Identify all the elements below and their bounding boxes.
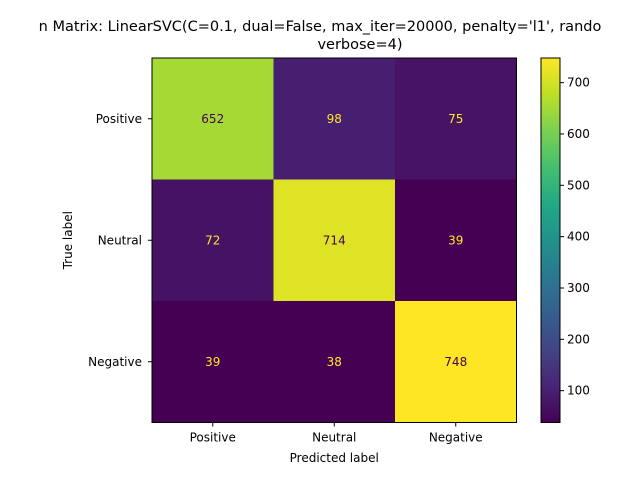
cell-value-1-0: 72	[205, 233, 220, 247]
y-axis-label: True label	[61, 211, 75, 270]
y-tick-label-0: Positive	[96, 112, 142, 126]
chart-title-line-2: verbose=4)	[317, 37, 402, 53]
heatmap-cell-0-2	[395, 58, 517, 180]
cell-value-1-1: 714	[323, 233, 346, 247]
chart-title-line-1: n Matrix: LinearSVC(C=0.1, dual=False, m…	[39, 19, 602, 35]
heatmap-cell-1-2	[395, 179, 517, 302]
x-tick-label-0: Positive	[190, 431, 236, 445]
colorbar-ticks: 100 200 300 400 500 600 700	[560, 76, 590, 398]
x-axis-ticks: Positive Neutral Negative	[190, 422, 483, 445]
cell-value-labels: 652 98 75 72 714 39 39 38 748	[201, 112, 467, 369]
x-axis-label: Predicted label	[290, 451, 379, 465]
colorbar-tick-label-4: 500	[567, 178, 590, 192]
colorbar-tick-label-6: 700	[567, 76, 590, 90]
x-tick-label-2: Negative	[429, 431, 483, 445]
colorbar-tick-label-1: 200	[567, 332, 590, 346]
heatmap-cells	[152, 58, 517, 423]
heatmap-cell-1-1	[273, 179, 396, 302]
colorbar-tick-label-3: 400	[567, 230, 590, 244]
cell-value-2-2: 748	[444, 355, 467, 369]
heatmap-cell-1-0	[152, 179, 274, 302]
colorbar-tick-label-0: 100	[567, 384, 590, 398]
cell-value-1-2: 39	[448, 233, 463, 247]
cell-value-2-1: 38	[327, 355, 342, 369]
heatmap-cell-2-1	[273, 301, 396, 423]
y-tick-label-2: Negative	[88, 355, 142, 369]
cell-value-0-0: 652	[201, 112, 224, 126]
y-axis-ticks: Positive Neutral Negative	[88, 112, 152, 369]
x-tick-label-1: Neutral	[312, 431, 356, 445]
y-tick-label-1: Neutral	[98, 233, 142, 247]
cell-value-0-1: 98	[327, 112, 342, 126]
cell-value-0-2: 75	[448, 112, 463, 126]
heatmap-cell-2-2	[395, 301, 517, 423]
colorbar	[540, 57, 561, 423]
heatmap-cell-2-0	[152, 301, 274, 423]
heatmap-cell-0-1	[273, 58, 396, 180]
cell-value-2-0: 39	[205, 355, 220, 369]
heatmap-cell-0-0	[152, 58, 274, 180]
colorbar-tick-label-2: 300	[567, 281, 590, 295]
colorbar-tick-label-5: 600	[567, 127, 590, 141]
